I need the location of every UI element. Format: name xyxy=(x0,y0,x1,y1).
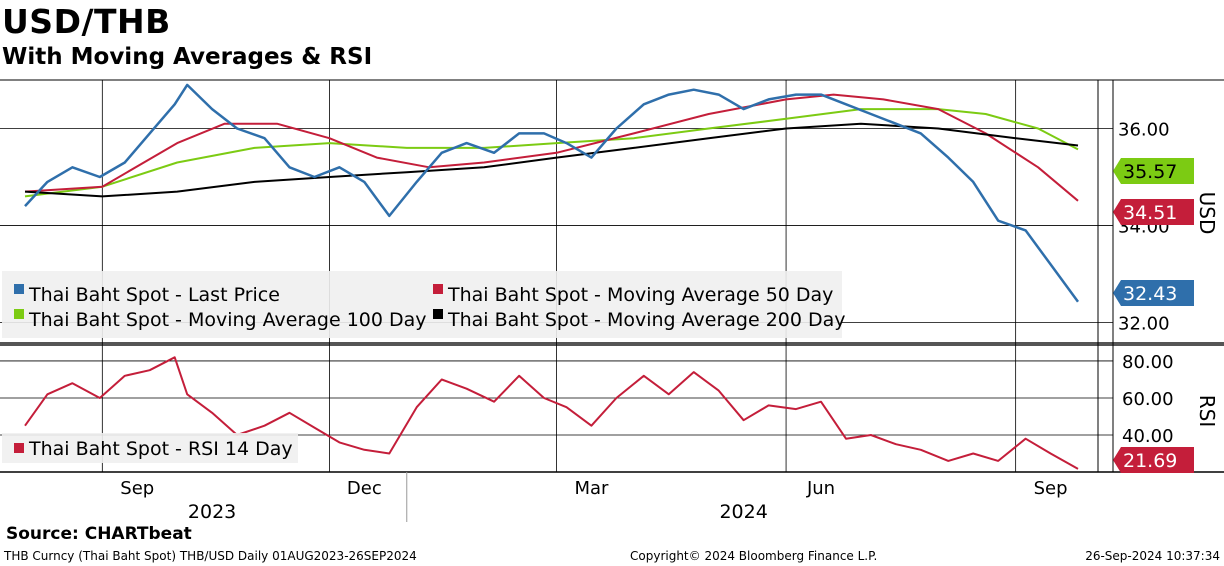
legend-swatch xyxy=(433,284,443,294)
legend-label: Thai Baht Spot - Last Price xyxy=(28,284,280,306)
price-y-tick-label: 32.00 xyxy=(1118,314,1170,335)
x-tick-label: Sep xyxy=(1034,478,1068,499)
last-price-value-tag: 32.43 xyxy=(1123,283,1177,305)
legend-swatch xyxy=(14,309,24,319)
ma50-value-tag: 34.51 xyxy=(1123,202,1177,224)
rsi-y-tick-label: 40.00 xyxy=(1122,426,1174,447)
source-label: Source: CHARTbeat xyxy=(6,524,192,544)
price-legend-box xyxy=(2,271,842,338)
rsi-value-tag: 21.69 xyxy=(1123,450,1177,472)
ma50-value-tag-bg xyxy=(1113,199,1194,225)
rsi-legend-box xyxy=(2,433,298,463)
x-tick-label: Sep xyxy=(120,478,154,499)
timestamp: 26-Sep-2024 10:37:34 xyxy=(1085,549,1220,563)
legend-label: Thai Baht Spot - Moving Average 200 Day xyxy=(447,309,846,331)
x-tick-label: Mar xyxy=(574,478,609,499)
legend-swatch xyxy=(433,309,443,319)
rsi-line xyxy=(24,356,1079,470)
price-y-tick-label: 36.00 xyxy=(1118,120,1170,141)
rsi-y-tick-label: 80.00 xyxy=(1122,352,1174,373)
legend-label: Thai Baht Spot - Moving Average 100 Day xyxy=(28,309,427,331)
ticker-info: THB Curncy (Thai Baht Spot) THB/USD Dail… xyxy=(4,549,417,563)
last-price-line xyxy=(24,83,1080,303)
rsi-y-tick-label: 60.00 xyxy=(1122,389,1174,410)
x-tick-label: Dec xyxy=(347,478,382,499)
year-label: 2023 xyxy=(188,501,236,523)
ma100-value-tag-bg xyxy=(1113,158,1194,184)
price-y-axis-label: USD xyxy=(1195,192,1219,235)
last-price-value-tag-bg xyxy=(1113,280,1194,306)
ma100-value-tag: 35.57 xyxy=(1123,161,1177,183)
chart-title: USD/THB xyxy=(2,2,171,41)
rsi-value-tag-bg xyxy=(1113,447,1194,473)
ma200-line xyxy=(24,122,1079,198)
ma100-line xyxy=(24,108,1079,198)
copyright: Copyright© 2024 Bloomberg Finance L.P. xyxy=(630,549,878,563)
x-tick-label: Jun xyxy=(806,478,835,499)
rsi-y-axis-label: RSI xyxy=(1195,395,1219,428)
legend-swatch xyxy=(14,443,24,453)
ma50-line xyxy=(24,93,1079,202)
legend-label: Thai Baht Spot - RSI 14 Day xyxy=(28,438,293,460)
chart-subtitle: With Moving Averages & RSI xyxy=(2,44,373,70)
legend-swatch xyxy=(14,284,24,294)
legend-label: Thai Baht Spot - Moving Average 50 Day xyxy=(447,284,833,306)
year-label: 2024 xyxy=(719,501,767,523)
